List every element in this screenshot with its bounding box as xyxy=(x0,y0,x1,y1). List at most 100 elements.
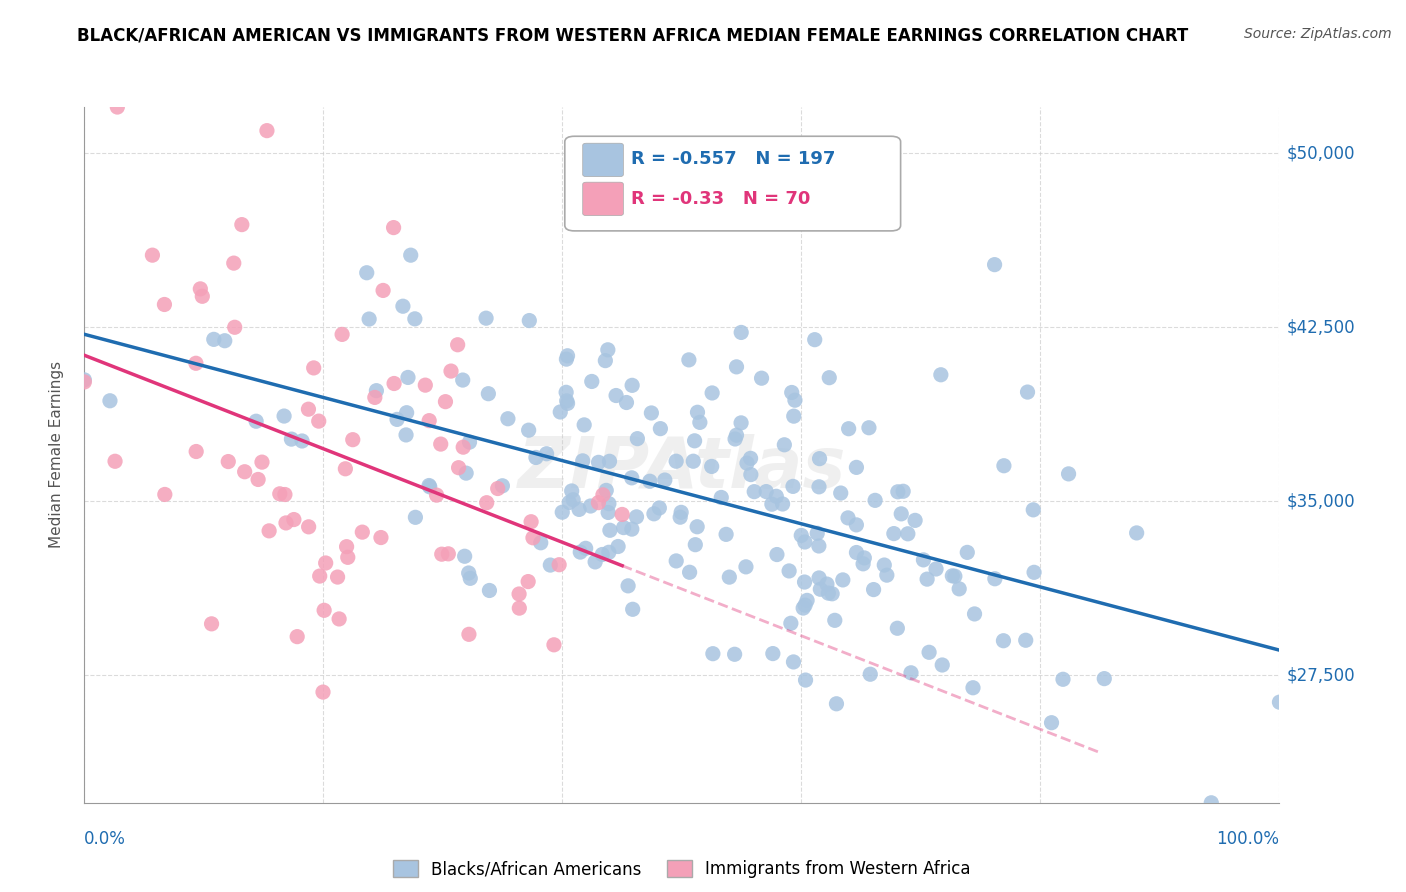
Point xyxy=(356,266,378,280)
Point xyxy=(591,548,613,562)
Point xyxy=(517,574,540,589)
Point xyxy=(548,405,571,419)
Point xyxy=(803,333,825,347)
Point xyxy=(486,482,509,496)
Point xyxy=(98,393,121,408)
Point xyxy=(269,487,291,501)
Point xyxy=(491,479,513,493)
Point xyxy=(859,667,882,681)
Point xyxy=(863,493,886,508)
Point xyxy=(599,454,621,468)
Point xyxy=(297,402,319,417)
Point xyxy=(430,547,453,561)
Point xyxy=(891,484,914,499)
Point xyxy=(765,489,787,503)
Point xyxy=(522,531,544,545)
Point xyxy=(475,496,498,510)
Point xyxy=(555,385,578,400)
Point xyxy=(620,522,643,536)
Point xyxy=(1022,566,1045,580)
Point xyxy=(336,550,359,565)
Point xyxy=(876,568,898,582)
Point xyxy=(678,352,700,367)
Point xyxy=(686,520,709,534)
Point xyxy=(1017,385,1039,400)
Point xyxy=(551,505,574,519)
Point xyxy=(457,566,479,580)
Point xyxy=(569,545,592,559)
Point xyxy=(900,665,922,680)
Point xyxy=(831,573,853,587)
Point xyxy=(247,473,270,487)
Point xyxy=(536,447,558,461)
Point xyxy=(607,540,630,554)
Point xyxy=(887,484,910,499)
Point xyxy=(700,386,723,401)
Point xyxy=(382,220,405,235)
Point xyxy=(740,467,762,482)
Point xyxy=(845,460,868,475)
Point xyxy=(852,557,875,571)
Point xyxy=(274,516,297,530)
Point xyxy=(1201,796,1223,810)
Point xyxy=(202,332,225,346)
Point xyxy=(730,326,752,340)
Point xyxy=(105,100,128,114)
Point xyxy=(783,393,806,408)
Point xyxy=(725,428,748,442)
Point xyxy=(725,359,748,374)
Point xyxy=(352,525,374,540)
Point xyxy=(558,495,581,509)
Point xyxy=(555,352,578,367)
Point xyxy=(621,602,644,616)
Point xyxy=(328,612,350,626)
Point xyxy=(755,484,778,499)
Point xyxy=(724,432,747,446)
Point xyxy=(807,539,830,553)
Point xyxy=(962,681,984,695)
Point xyxy=(583,555,606,569)
Point xyxy=(686,405,709,419)
Point xyxy=(983,258,1005,272)
Point xyxy=(222,256,245,270)
Point xyxy=(665,454,688,468)
Point xyxy=(808,582,831,597)
Point xyxy=(669,510,692,524)
Point xyxy=(825,697,848,711)
Point xyxy=(817,586,839,600)
Point xyxy=(610,508,633,522)
Point xyxy=(73,375,96,389)
Point xyxy=(250,455,273,469)
Point xyxy=(453,549,475,564)
Text: $35,000: $35,000 xyxy=(1286,492,1355,510)
Point xyxy=(824,613,846,627)
Point xyxy=(794,598,817,612)
Point xyxy=(517,423,540,437)
Point xyxy=(751,371,773,385)
Point xyxy=(141,248,163,262)
Point xyxy=(617,579,640,593)
Point xyxy=(1015,633,1038,648)
Point xyxy=(73,373,96,387)
FancyBboxPatch shape xyxy=(565,136,901,231)
Point xyxy=(808,451,831,466)
Point xyxy=(718,570,741,584)
Point xyxy=(613,520,636,534)
Point xyxy=(993,633,1015,648)
Point xyxy=(873,558,896,572)
Point xyxy=(931,658,953,673)
Point xyxy=(557,349,579,363)
Point xyxy=(595,353,617,368)
Point xyxy=(886,621,908,635)
Point xyxy=(385,412,408,426)
Point xyxy=(702,647,724,661)
Point xyxy=(245,414,267,428)
Point xyxy=(434,394,457,409)
Point xyxy=(273,409,295,423)
Point xyxy=(685,538,707,552)
Point xyxy=(478,583,501,598)
Point xyxy=(883,526,905,541)
Point xyxy=(548,558,571,572)
Point xyxy=(654,473,676,487)
Point xyxy=(683,434,706,448)
